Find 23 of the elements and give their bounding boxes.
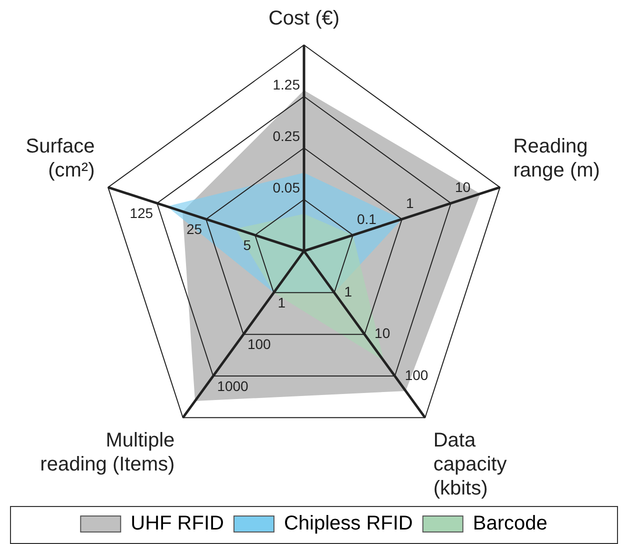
text: 1 (278, 294, 286, 311)
text: 1.25 (272, 76, 300, 92)
spoke-label: Reading range (m) (513, 136, 600, 182)
spoke-label: Cost (€) (268, 7, 340, 30)
text: 100 (404, 366, 428, 383)
text: 0.25 (272, 128, 300, 144)
text: 100 (247, 336, 272, 352)
spoke-label: Data capacity (kbits) (433, 430, 507, 500)
text: 1 (344, 284, 352, 300)
text: 0.05 (272, 179, 300, 196)
text: 1000 (217, 378, 249, 394)
legend-label: Barcode (472, 512, 548, 535)
text: 10 (374, 325, 390, 342)
text: 1 (406, 195, 414, 212)
text: 0.1 (356, 210, 377, 227)
text: 125 (130, 205, 154, 222)
legend-label: Chipless RFID (284, 512, 413, 535)
legend-label: UHF RFID (130, 512, 224, 535)
text: 10 (454, 179, 471, 196)
text: 5 (243, 236, 252, 253)
spoke-label: Surface (cm²) (26, 136, 95, 182)
text: 25 (186, 221, 202, 238)
spoke-label: Multiple reading (Items) (40, 430, 175, 476)
